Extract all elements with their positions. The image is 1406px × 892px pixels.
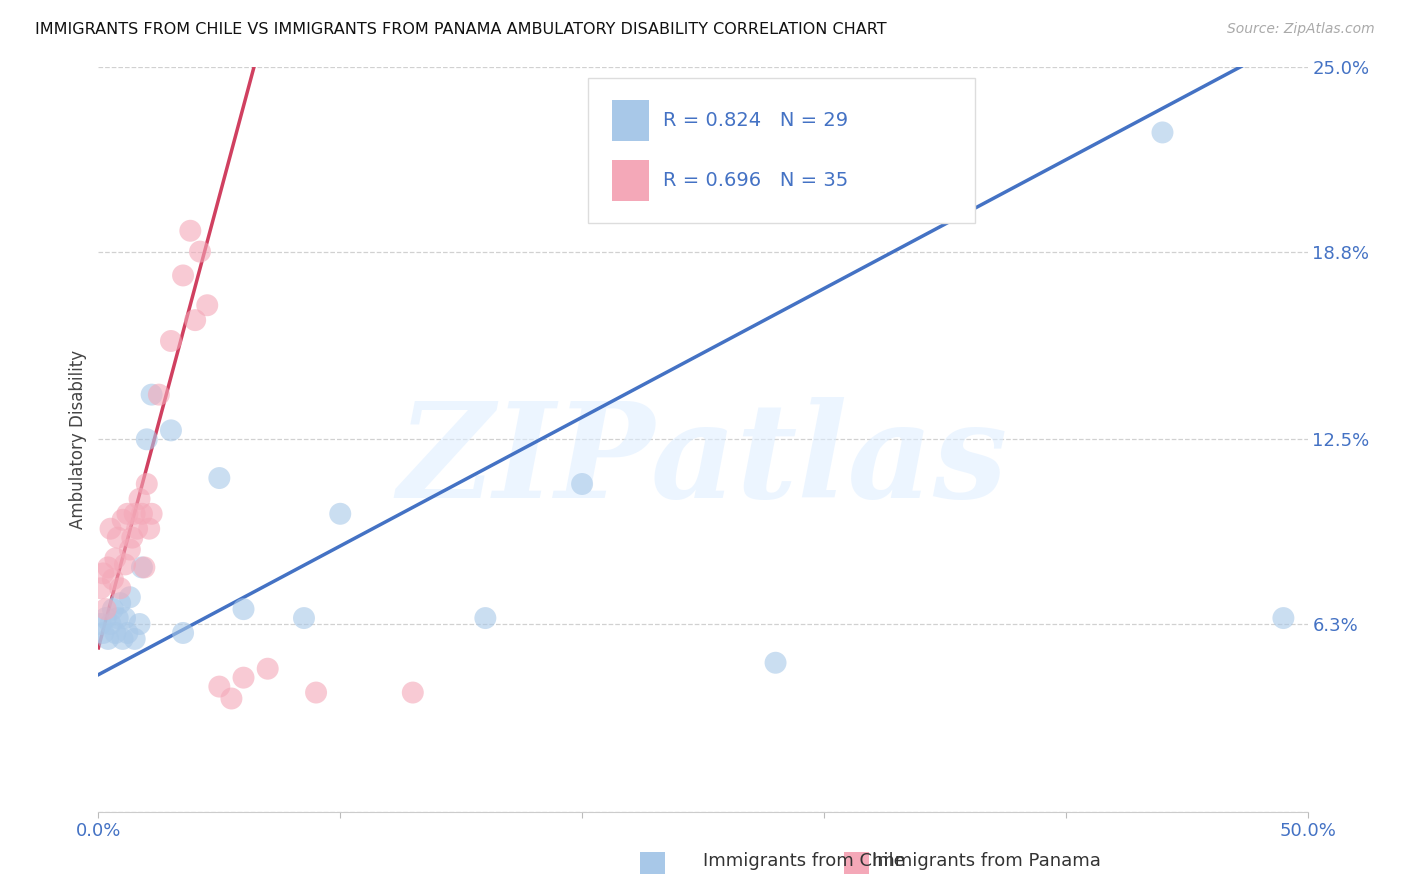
Point (90, 617, 112, 632)
Point (117, 626, 139, 640)
Point (172, 626, 194, 640)
Point (107, 531, 129, 545)
Text: IMMIGRANTS FROM CHILE VS IMMIGRANTS FROM PANAMA AMBULATORY DISABILITY CORRELATIO: IMMIGRANTS FROM CHILE VS IMMIGRANTS FROM… (35, 22, 887, 37)
Point (474, 611, 496, 625)
Point (160, 334, 183, 348)
Point (111, 632, 134, 646)
FancyBboxPatch shape (613, 160, 648, 201)
Text: Immigrants from Panama: Immigrants from Panama (872, 852, 1101, 870)
Point (100, 617, 122, 632)
Point (97, 632, 120, 646)
Text: R = 0.824   N = 29: R = 0.824 N = 29 (664, 112, 848, 130)
Point (108, 582, 131, 596)
Point (104, 626, 127, 640)
Point (160, 423, 183, 437)
Point (135, 433, 157, 447)
Point (256, 662, 278, 676)
Point (232, 671, 254, 685)
FancyBboxPatch shape (613, 101, 648, 141)
Point (179, 224, 201, 238)
Point (90, 582, 112, 596)
Text: ZIPatlas: ZIPatlas (398, 397, 1008, 526)
Point (329, 507, 352, 521)
Point (208, 471, 231, 485)
Point (138, 522, 160, 536)
Point (571, 477, 593, 491)
Point (101, 572, 124, 586)
Point (305, 685, 328, 699)
Text: R = 0.696   N = 35: R = 0.696 N = 35 (664, 171, 848, 190)
Point (111, 513, 134, 527)
Point (402, 685, 425, 699)
Point (765, 656, 787, 670)
Point (127, 522, 149, 536)
Point (1272, 611, 1295, 625)
Point (134, 560, 156, 574)
Point (114, 558, 136, 572)
Point (188, 244, 211, 259)
Point (141, 387, 163, 401)
Y-axis label: Ambulatory Disability: Ambulatory Disability (69, 350, 87, 529)
Point (128, 617, 150, 632)
Point (292, 611, 315, 625)
Point (118, 591, 141, 605)
Point (135, 477, 157, 491)
Point (131, 560, 153, 574)
Point (107, 611, 129, 625)
Point (100, 522, 122, 536)
Point (1152, 125, 1174, 139)
Point (97, 560, 120, 574)
Text: Immigrants from Chile: Immigrants from Chile (703, 852, 904, 870)
Point (108, 596, 131, 610)
Point (195, 298, 218, 312)
Point (208, 680, 231, 694)
Point (172, 268, 194, 283)
Point (101, 602, 124, 616)
Point (104, 551, 127, 566)
Point (141, 507, 163, 521)
Point (114, 611, 136, 625)
Point (184, 313, 207, 327)
Text: Source: ZipAtlas.com: Source: ZipAtlas.com (1227, 22, 1375, 37)
Point (94, 602, 117, 616)
Point (148, 387, 170, 401)
Point (221, 691, 243, 706)
Point (91, 566, 114, 581)
Point (124, 507, 146, 521)
Point (232, 602, 254, 616)
FancyBboxPatch shape (588, 78, 976, 223)
Point (117, 507, 139, 521)
Point (128, 491, 150, 506)
Point (131, 507, 153, 521)
Point (121, 531, 143, 545)
Point (124, 632, 146, 646)
Point (118, 542, 141, 557)
Point (91, 626, 114, 640)
Point (94, 611, 117, 625)
